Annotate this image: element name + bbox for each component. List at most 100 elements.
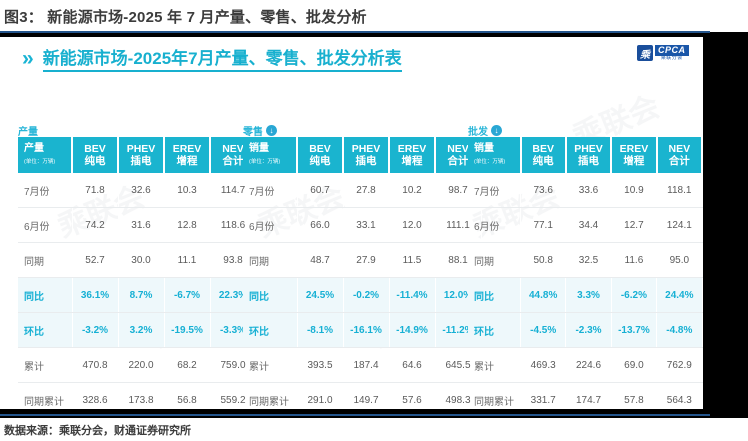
column-header-erev: EREV 增程 [164,137,211,173]
row-label: 同期累计 [18,382,73,409]
table-cell: -4.8% [656,312,703,348]
row-label: 环比 [243,312,298,348]
table-cell: 24.4% [656,277,703,313]
column-header-top: EREV [619,143,649,155]
table-cell: 3.2% [118,312,165,348]
double-chevron-icon: » [22,46,33,70]
column-header-top: EREV [172,143,202,155]
column-header-bev: BEV 纯电 [520,137,567,173]
source-text: 数据来源：乘联分会，财通证券研究所 [4,424,191,437]
row-label: 同比 [18,277,73,313]
column-header-bottom: 合计 [668,155,690,167]
table-cell: 52.7 [72,242,119,278]
row-header-title: 产量 [24,142,44,154]
table-cell: 10.9 [611,173,658,208]
table-row: 同期 52.7 30.0 11.1 93.8 [18,242,257,278]
table-cell: 36.1% [72,277,119,313]
table-cell: 68.2 [164,347,211,383]
download-arrow-icon[interactable]: ↓ [266,125,277,136]
column-header-bottom: 增程 [623,155,645,167]
column-header-phev: PHEV 插电 [565,137,613,173]
cpca-mark-icon: 乘 [637,45,653,61]
table-row: 同期累计 291.0 149.7 57.6 498.3 [243,382,482,409]
row-label: 累计 [18,347,73,383]
table-cell: 174.7 [565,382,612,409]
row-label: 累计 [468,347,522,383]
table-row: 同期累计 328.6 173.8 56.8 559.2 [18,382,257,409]
table-row: 同期 48.7 27.9 11.5 88.1 [243,242,482,278]
table-cell: 149.7 [343,382,390,409]
table-row: 环比 -3.2% 3.2% -19.5% -3.3% [18,312,257,348]
table-cell: 27.8 [343,173,390,208]
column-header-top: NEV [668,143,691,155]
table-cell: 3.3% [565,277,612,313]
row-header-unit: (单位：万辆) [24,158,56,165]
cpca-logo-subtitle: 乘联分会 [660,55,683,61]
table-cell: -3.2% [72,312,119,348]
table-header-row: 销量 (单位：万辆) BEV 纯电 PHEV 插电 EREV 增程 NEV 合计 [468,137,703,173]
section-label-批发: 批发 ↓ [468,123,502,138]
table-cell: 564.3 [656,382,703,409]
table-cell: 24.5% [297,277,344,313]
column-header-bottom: 插电 [578,155,599,167]
table-block-产量: 产量 (单位：万辆) BEV 纯电 PHEV 插电 EREV 增程 NEV 合计 7月份 71.8 32… [18,137,257,409]
table-row: 6月份 74.2 31.6 12.8 118.6 [18,207,257,243]
column-header-bottom: 纯电 [309,155,331,167]
table-cell: -6.2% [611,277,658,313]
column-header-top: BEV [84,143,106,155]
table-cell: 32.5 [565,242,612,278]
column-header-bottom: 合计 [222,155,244,167]
table-row: 6月份 66.0 33.1 12.0 111.1 [243,207,482,243]
table-cell: 11.1 [164,242,211,278]
column-header-erev: EREV 增程 [611,137,658,173]
row-label: 7月份 [18,173,73,208]
download-arrow-icon[interactable]: ↓ [491,125,502,136]
table-cell: 57.6 [389,382,436,409]
row-label: 6月份 [468,207,522,243]
table-cell: 173.8 [118,382,165,409]
row-label: 累计 [243,347,298,383]
table-cell: 33.1 [343,207,390,243]
table-row: 同期累计 331.7 174.7 57.8 564.3 [468,382,703,409]
table-cell: 50.8 [520,242,567,278]
data-table: 销量 (单位：万辆) BEV 纯电 PHEV 插电 EREV 增程 NEV 合计 7月份 60.7 27… [243,137,482,409]
table-cell: 27.9 [343,242,390,278]
column-header-top: BEV [309,143,331,155]
table-row: 同比 24.5% -0.2% -11.4% 12.0% [243,277,482,313]
table-cell: -8.1% [297,312,344,348]
column-header-bottom: 增程 [176,155,198,167]
column-header-bev: BEV 纯电 [297,137,344,173]
table-cell: -13.7% [611,312,658,348]
row-header-title: 销量 [249,142,269,154]
row-label: 7月份 [243,173,298,208]
column-header-bottom: 合计 [447,155,469,167]
table-cell: 74.2 [72,207,119,243]
table-row: 6月份 77.1 34.4 12.7 124.1 [468,207,703,243]
data-table: 销量 (单位：万辆) BEV 纯电 PHEV 插电 EREV 增程 NEV 合计 7月份 73.6 33… [468,137,703,409]
row-label: 环比 [18,312,73,348]
table-cell: 12.7 [611,207,658,243]
table-cell: 48.7 [297,242,344,278]
table-cell: 224.6 [565,347,612,383]
table-row: 同比 36.1% 8.7% -6.7% 22.3% [18,277,257,313]
table-cell: 762.9 [656,347,703,383]
source-bar: 数据来源：乘联分会，财通证券研究所 [0,418,748,441]
table-cell: 95.0 [656,242,703,278]
table-cell: 77.1 [520,207,567,243]
row-label: 6月份 [18,207,73,243]
table-block-批发: 销量 (单位：万辆) BEV 纯电 PHEV 插电 EREV 增程 NEV 合计 7月份 73.6 33… [468,137,703,409]
column-header-bev: BEV 纯电 [72,137,119,173]
table-row: 7月份 73.6 33.6 10.9 118.1 [468,173,703,208]
data-table: 产量 (单位：万辆) BEV 纯电 PHEV 插电 EREV 增程 NEV 合计 7月份 71.8 32… [18,137,257,409]
bottom-divider [0,414,710,416]
table-row: 环比 -4.5% -2.3% -13.7% -4.8% [468,312,703,348]
table-row: 7月份 60.7 27.8 10.2 98.7 [243,173,482,208]
table-cell: 118.1 [656,173,703,208]
table-cell: 8.7% [118,277,165,313]
column-header-rowlabel: 销量 (单位：万辆) [243,137,298,173]
column-header-bottom: 纯电 [532,155,554,167]
row-label: 同比 [243,277,298,313]
cpca-wordmark: CPCA 乘联分会 [655,45,689,61]
table-cell: -0.2% [343,277,390,313]
